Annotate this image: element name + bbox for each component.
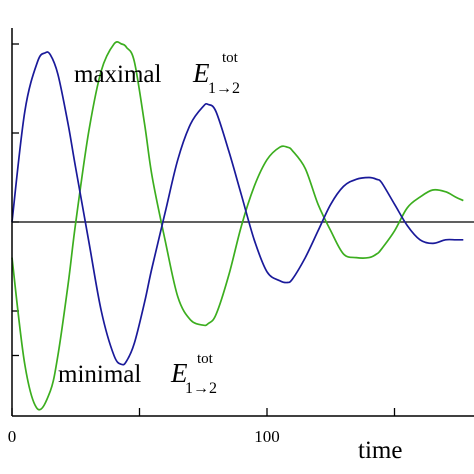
- annotation-maximal: maximal E tot 1→2: [74, 50, 240, 97]
- annotation-minimal-prefix: minimal: [58, 361, 141, 388]
- annotation-maximal-sub: 1→2: [208, 80, 240, 97]
- x-tick-label-100: 100: [254, 427, 280, 446]
- annotation-maximal-prefix: maximal: [74, 61, 162, 88]
- x-tick-label-0: 0: [8, 427, 17, 446]
- annotation-minimal-symbol: E: [170, 358, 188, 388]
- annotation-maximal-sup: tot: [222, 50, 239, 66]
- x-axis-title: time: [358, 437, 402, 464]
- annotation-minimal-sub: 1→2: [185, 380, 217, 397]
- series-line-maximal: [11, 51, 464, 366]
- annotation-minimal: minimal E tot 1→2: [58, 351, 217, 397]
- annotation-minimal-sup: tot: [197, 351, 214, 367]
- annotation-maximal-symbol: E: [192, 58, 210, 88]
- series-line-minimal: [11, 41, 464, 411]
